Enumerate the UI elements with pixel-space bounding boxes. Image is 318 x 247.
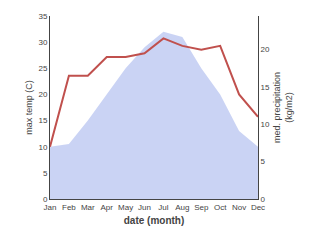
svg-text:5: 5 [43,169,48,178]
svg-text:20: 20 [38,90,47,99]
svg-text:30: 30 [38,38,47,47]
svg-text:Jan: Jan [44,203,57,212]
svg-text:Nov: Nov [232,203,246,212]
svg-text:15: 15 [38,116,47,125]
svg-text:Sep: Sep [194,203,209,212]
svg-text:Dec: Dec [251,203,265,212]
svg-text:May: May [118,203,133,212]
svg-text:Mar: Mar [81,203,95,212]
svg-text:Aug: Aug [175,203,189,212]
svg-text:5: 5 [261,157,266,166]
svg-text:35: 35 [38,12,47,21]
svg-text:Feb: Feb [62,203,76,212]
svg-text:0: 0 [43,195,48,204]
svg-text:10: 10 [38,143,47,152]
svg-text:date (month): date (month) [124,215,185,226]
svg-text:Jul: Jul [158,203,168,212]
svg-text:15: 15 [261,83,270,92]
svg-text:med. precipitation(kg/m2): med. precipitation(kg/m2) [272,72,294,143]
svg-text:Oct: Oct [214,203,227,212]
svg-text:Apr: Apr [101,203,114,212]
svg-text:max temp (C): max temp (C) [24,80,34,135]
svg-text:25: 25 [38,64,47,73]
svg-text:Jun: Jun [138,203,151,212]
svg-text:20: 20 [261,45,270,54]
svg-text:10: 10 [261,120,270,129]
svg-text:0: 0 [261,195,266,204]
